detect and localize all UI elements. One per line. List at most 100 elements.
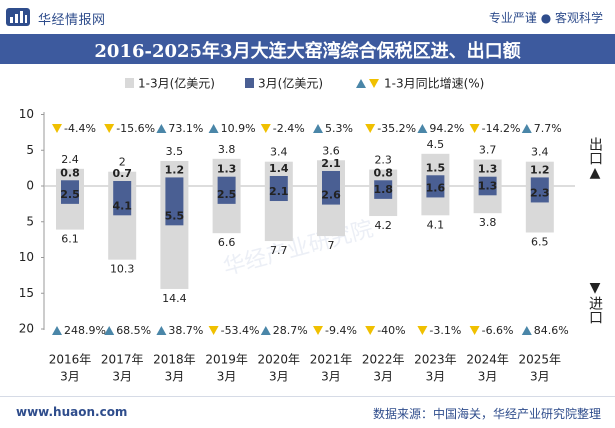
import-growth-label: 68.5% [116, 324, 151, 337]
import-growth-up-triangle-icon [52, 326, 62, 335]
import-month-bar [478, 186, 497, 196]
import-growth-label: -3.1% [429, 324, 461, 337]
x-category-label-month: 3月 [60, 370, 80, 384]
export-month-bar [530, 177, 549, 186]
export-month-label: 2.1 [321, 157, 341, 170]
x-category-label-year: 2016年 [49, 353, 92, 367]
export-growth-up-triangle-icon [313, 124, 323, 133]
website-link[interactable]: www.huaon.com [16, 405, 128, 419]
import-month-label: 2.5 [217, 188, 237, 201]
export-growth-label: -4.4% [64, 122, 96, 135]
export-month-bar [113, 180, 132, 186]
export-growth-label: -15.6% [116, 122, 155, 135]
y-tick-label: 5 [26, 143, 34, 157]
import-cumulative-label: 6.1 [61, 233, 79, 246]
import-cumulative-label: 14.4 [162, 292, 187, 305]
import-growth-down-triangle-icon [208, 326, 219, 335]
import-growth-up-triangle-icon [104, 326, 115, 335]
export-growth-up-triangle-icon [208, 124, 219, 133]
export-growth-label: 73.1% [168, 122, 203, 135]
import-month-label: 2.3 [530, 186, 550, 199]
import-month-bar [426, 186, 445, 198]
export-growth-label: -14.2% [482, 122, 521, 135]
x-category-label-month: 3月 [165, 370, 185, 384]
import-growth-up-triangle-icon [260, 326, 271, 335]
y-tick-label: 20 [19, 322, 34, 336]
import-growth-label: 248.9% [64, 324, 106, 337]
import-cumulative-label: 7 [328, 239, 335, 252]
export-growth-up-triangle-icon [521, 124, 532, 133]
import-growth-up-triangle-icon [156, 326, 167, 335]
export-month-label: 1.2 [530, 163, 550, 176]
y-tick-label: 5 [26, 214, 34, 228]
import-cumulative-label: 4.1 [427, 218, 445, 231]
export-growth-down-triangle-icon [52, 124, 62, 133]
export-growth-label: 7.7% [534, 122, 562, 135]
legend-month-label: 3月(亿美元) [258, 76, 323, 91]
import-growth-down-triangle-icon [313, 326, 323, 335]
x-category-label-year: 2024年 [466, 353, 509, 367]
x-category-label-month: 3月 [269, 370, 289, 384]
import-cumulative-label: 6.6 [218, 236, 236, 249]
export-cumulative-label: 4.5 [427, 138, 445, 151]
export-month-label: 1.3 [478, 163, 498, 176]
slogan: 专业严谨 ● 客观科学 [488, 11, 603, 25]
import-month-bar [322, 186, 340, 205]
x-category-label-month: 3月 [373, 370, 393, 384]
export-cumulative-label: 3.6 [322, 144, 340, 157]
import-month-label: 2.6 [321, 189, 341, 202]
watermark-text: 华经产业研究院 [221, 217, 376, 281]
x-category-label-month: 3月 [217, 370, 237, 384]
legend-cumulative-label: 1-3月(亿美元) [138, 76, 215, 91]
export-month-bar [61, 180, 79, 186]
x-category-label-month: 3月 [530, 370, 550, 384]
import-growth-label: 38.7% [168, 324, 203, 337]
import-month-label: 2.1 [269, 185, 289, 198]
import-month-bar [269, 186, 288, 202]
footer: www.huaon.com 数据来源：中国海关，华经产业研究院整理 [0, 396, 615, 428]
x-category-label-year: 2017年 [101, 353, 144, 367]
import-month-bar [217, 186, 236, 204]
export-cumulative-label: 2 [119, 156, 126, 169]
import-growth-label: -9.4% [325, 324, 357, 337]
import-month-label: 2.5 [60, 188, 80, 201]
export-growth-label: 10.9% [221, 122, 256, 135]
export-month-bar [374, 180, 393, 186]
import-cumulative-label: 10.3 [110, 263, 135, 276]
export-growth-label: 94.2% [429, 122, 464, 135]
bar-chart: 华经产业研究院 10 5 0 5 10 15 20 1-3月(亿美元) 3月(亿美元) 1-3月同比… [19, 76, 575, 384]
import-side-label: ▼进口 [587, 280, 603, 324]
y-tick-label: 15 [19, 286, 34, 300]
import-month-bar [165, 186, 184, 226]
export-month-bar [217, 176, 236, 186]
import-growth-down-triangle-icon [469, 326, 480, 335]
x-category-label-year: 2021年 [310, 353, 353, 367]
legend-down-triangle-icon [369, 79, 379, 88]
x-category-label-month: 3月 [478, 370, 498, 384]
export-month-label: 1.2 [165, 163, 185, 176]
import-growth-label: -6.6% [482, 324, 514, 337]
import-month-label: 1.6 [426, 181, 446, 194]
import-month-label: 1.3 [478, 179, 498, 192]
legend-up-triangle-icon [356, 79, 366, 88]
import-growth-down-triangle-icon [365, 326, 376, 335]
import-cumulative-label: 7.7 [270, 244, 288, 257]
import-growth-up-triangle-icon [521, 326, 532, 335]
import-month-bar [61, 186, 79, 204]
x-category-label-year: 2025年 [519, 353, 562, 367]
export-month-label: 0.7 [112, 167, 132, 180]
y-tick-label: 0 [26, 179, 34, 193]
export-month-label: 1.4 [269, 162, 289, 175]
export-cumulative-label: 3.7 [479, 144, 497, 157]
export-growth-down-triangle-icon [104, 124, 115, 133]
export-side-label: 出口▲ [587, 137, 603, 181]
export-growth-down-triangle-icon [260, 124, 271, 133]
import-month-label: 1.8 [373, 183, 393, 196]
x-category-label-month: 3月 [321, 370, 341, 384]
import-growth-label: 84.6% [534, 324, 569, 337]
export-month-label: 1.5 [426, 161, 446, 174]
export-growth-up-triangle-icon [417, 124, 428, 133]
export-month-bar [426, 175, 445, 186]
export-month-label: 1.3 [217, 163, 237, 176]
